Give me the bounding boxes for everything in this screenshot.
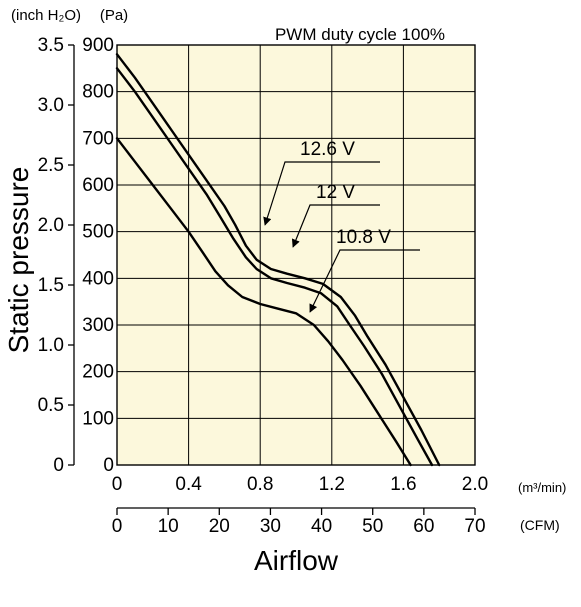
xtick-m3min: 0.8 [247,474,273,495]
ytick-inch: 3.0 [38,95,64,116]
chart-svg: 12.6 V 12 V 10.8 V PWM duty cycle 100% (inch… [0,0,581,607]
fan-curve-chart: 12.6 V 12 V 10.8 V PWM duty cycle 100% (inch… [0,0,581,607]
xtick-m3min: 0 [112,474,123,495]
ytick-inch: 2.0 [38,215,64,236]
ytick-pa: 300 [82,315,114,336]
ytick-inch: 3.5 [38,35,64,56]
y-header-pa: (Pa) [100,7,128,24]
curve-label: 12 V [316,182,355,203]
ytick-pa: 400 [82,268,114,289]
ytick-inch: 1.0 [38,335,64,356]
x-unit-cfm: (CFM) [520,517,560,533]
xtick-m3min: 1.6 [390,474,416,495]
ytick-pa: 500 [82,222,114,243]
xtick-cfm: 50 [362,516,383,537]
chart-subtitle: PWM duty cycle 100% [275,25,445,44]
xtick-m3min: 2.0 [462,474,488,495]
ytick-pa: 0 [103,455,114,476]
xtick-cfm: 20 [209,516,230,537]
ytick-inch: 1.5 [38,275,64,296]
curve-label: 12.6 V [300,139,355,160]
ytick-pa: 900 [82,35,114,56]
ytick-pa: 700 [82,128,114,149]
xtick-cfm: 40 [311,516,332,537]
xtick-cfm: 30 [260,516,281,537]
xtick-cfm: 70 [464,516,485,537]
xtick-cfm: 0 [112,516,123,537]
ytick-inch: 0 [53,455,64,476]
x-axis-title: Airflow [254,545,339,576]
x-unit-m3min: (m³/min) [518,480,566,495]
ytick-pa: 800 [82,82,114,103]
xtick-cfm: 60 [413,516,434,537]
ytick-inch: 0.5 [38,395,64,416]
xtick-m3min: 0.4 [175,474,202,495]
xtick-m3min: 1.2 [319,474,345,495]
ytick-inch: 2.5 [38,155,64,176]
curve-label: 10.8 V [336,227,391,248]
ytick-pa: 100 [82,408,114,429]
y-axis-title: Static pressure [3,167,34,354]
ytick-pa: 200 [82,362,114,383]
plot-area [117,45,475,465]
y-header-inch: (inch H₂O) [11,7,81,24]
ytick-pa: 600 [82,175,114,196]
xtick-cfm: 10 [158,516,179,537]
